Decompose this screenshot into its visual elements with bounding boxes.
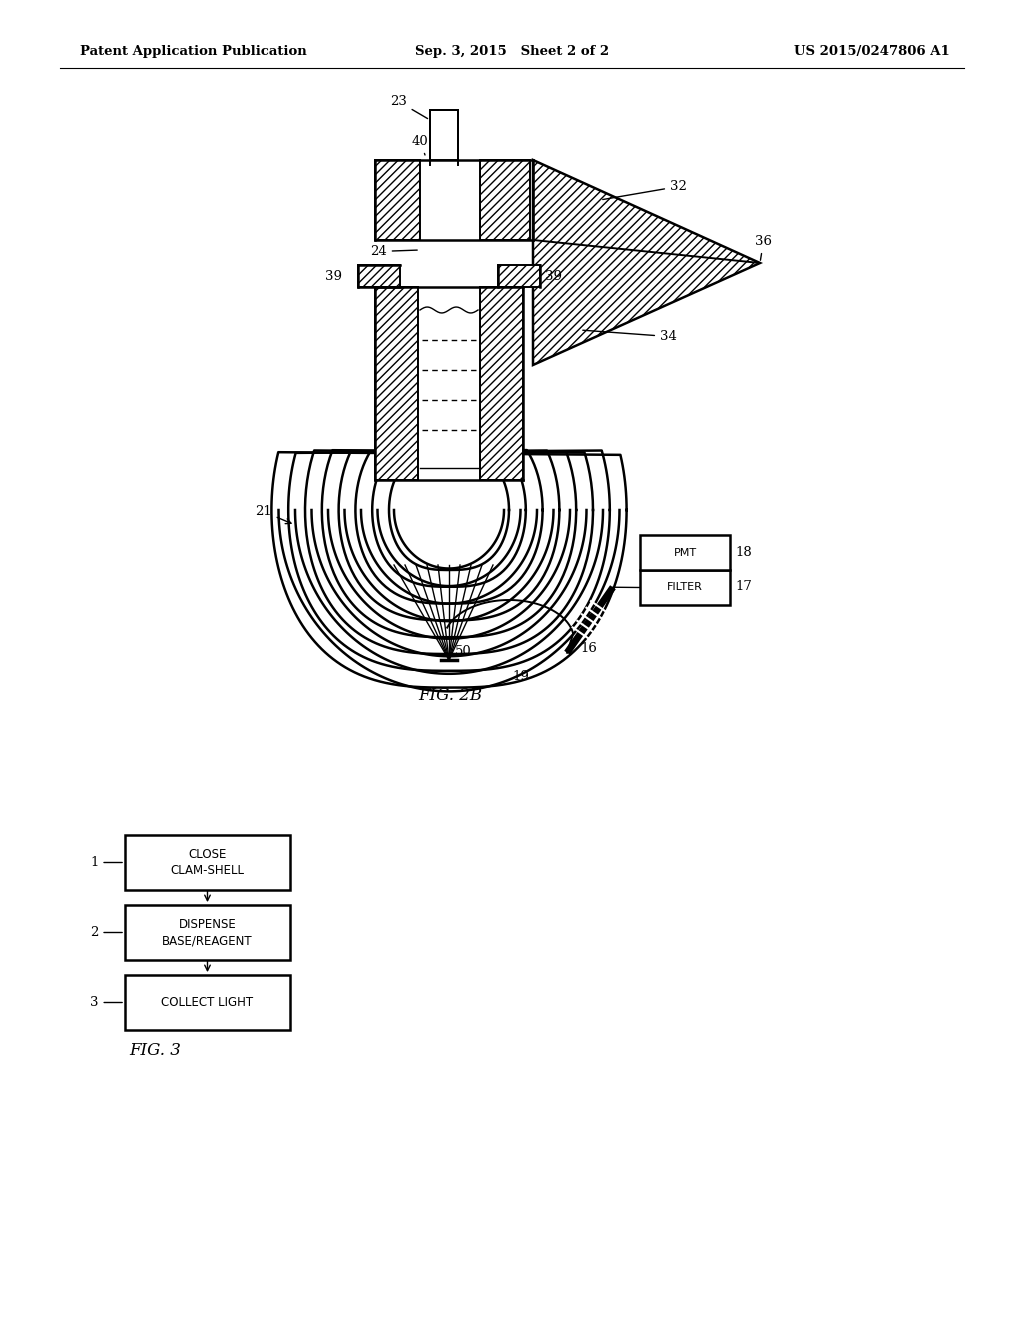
Text: 21: 21 [255, 506, 291, 524]
Text: 24: 24 [370, 246, 417, 257]
Text: 17: 17 [735, 579, 752, 593]
Bar [375, 286, 418, 480]
Bar [358, 265, 400, 286]
Text: 36: 36 [755, 235, 772, 260]
Text: US 2015/0247806 A1: US 2015/0247806 A1 [795, 45, 950, 58]
Text: FILTER: FILTER [667, 582, 702, 593]
Bar [640, 570, 730, 605]
Text: 1: 1 [90, 855, 122, 869]
Text: PMT: PMT [674, 548, 696, 557]
Bar [480, 160, 530, 240]
Bar [125, 906, 290, 960]
Text: DISPENSE
BASE/REAGENT: DISPENSE BASE/REAGENT [162, 917, 253, 948]
Text: 18: 18 [735, 546, 752, 558]
Text: CLOSE
CLAM-SHELL: CLOSE CLAM-SHELL [171, 847, 245, 878]
Text: 40: 40 [412, 135, 429, 154]
Text: 39: 39 [325, 271, 342, 282]
Bar [418, 286, 480, 470]
Text: 23: 23 [390, 95, 428, 119]
Bar [480, 286, 523, 480]
Text: 16: 16 [580, 642, 597, 655]
Bar [375, 160, 420, 240]
Bar [430, 110, 458, 160]
Text: 3: 3 [90, 997, 122, 1008]
Text: 2: 2 [90, 927, 122, 939]
Text: Sep. 3, 2015   Sheet 2 of 2: Sep. 3, 2015 Sheet 2 of 2 [415, 45, 609, 58]
Text: 32: 32 [603, 180, 687, 199]
Text: FIG. 2B: FIG. 2B [418, 686, 482, 704]
Text: COLLECT LIGHT: COLLECT LIGHT [162, 997, 254, 1008]
Text: FIG. 3: FIG. 3 [129, 1041, 181, 1059]
Text: 34: 34 [583, 330, 677, 343]
Text: Patent Application Publication: Patent Application Publication [80, 45, 307, 58]
Bar [420, 160, 480, 240]
Text: 50: 50 [455, 645, 472, 657]
Bar [125, 975, 290, 1030]
Bar [640, 535, 730, 570]
Bar [498, 265, 540, 286]
Text: 19: 19 [512, 671, 528, 682]
Polygon shape [534, 160, 760, 366]
Text: 39: 39 [545, 271, 562, 282]
Bar [125, 836, 290, 890]
